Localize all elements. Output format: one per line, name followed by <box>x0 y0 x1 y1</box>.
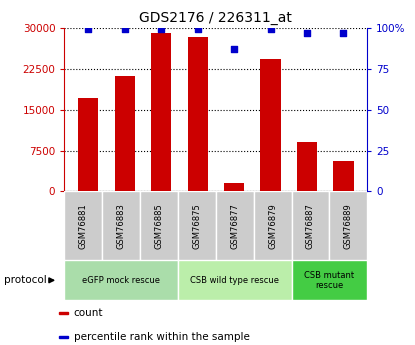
Bar <box>188 37 208 191</box>
Text: GSM76883: GSM76883 <box>117 203 126 249</box>
Text: GSM76887: GSM76887 <box>306 203 315 249</box>
Text: percentile rank within the sample: percentile rank within the sample <box>74 332 250 342</box>
Title: GDS2176 / 226311_at: GDS2176 / 226311_at <box>139 11 292 25</box>
Bar <box>297 142 317 191</box>
Point <box>340 30 347 35</box>
Bar <box>151 33 171 191</box>
Bar <box>291 260 367 300</box>
Bar <box>178 260 291 300</box>
Point <box>121 27 128 32</box>
Text: GSM76877: GSM76877 <box>230 203 239 249</box>
Text: GSM76885: GSM76885 <box>154 203 164 249</box>
Bar <box>115 76 134 191</box>
Text: GSM76875: GSM76875 <box>193 203 201 249</box>
Text: CSB wild type rescue: CSB wild type rescue <box>190 276 279 285</box>
Bar <box>78 98 98 191</box>
Point <box>231 46 237 52</box>
Bar <box>178 191 216 260</box>
Bar <box>224 183 244 191</box>
Point <box>85 27 91 32</box>
Bar <box>333 161 354 191</box>
Bar <box>102 191 140 260</box>
Bar <box>140 191 178 260</box>
Point <box>267 27 274 32</box>
Text: GSM76881: GSM76881 <box>79 203 88 249</box>
Bar <box>64 260 178 300</box>
Text: eGFP mock rescue: eGFP mock rescue <box>82 276 160 285</box>
Bar <box>291 191 330 260</box>
Text: CSB mutant
rescue: CSB mutant rescue <box>304 270 354 290</box>
Bar <box>261 59 281 191</box>
Bar <box>254 191 291 260</box>
Bar <box>59 336 68 338</box>
Text: protocol: protocol <box>4 275 47 285</box>
Bar <box>64 191 102 260</box>
Text: GSM76889: GSM76889 <box>344 203 353 249</box>
Point <box>158 27 164 32</box>
Text: count: count <box>74 308 103 318</box>
Bar <box>216 191 254 260</box>
Point <box>304 30 310 35</box>
Text: GSM76879: GSM76879 <box>268 203 277 249</box>
Point <box>194 27 201 32</box>
Bar <box>59 312 68 314</box>
Bar <box>330 191 367 260</box>
